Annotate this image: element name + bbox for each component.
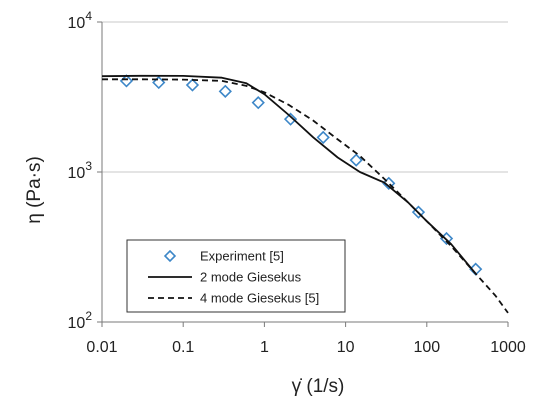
x-axis-title: γ̇ (1/s) xyxy=(292,376,345,397)
data-point xyxy=(283,112,298,126)
data-point xyxy=(382,176,396,190)
series-layer xyxy=(101,74,509,314)
x-tick-label: 0.01 xyxy=(86,339,117,356)
x-tick-label: 100 xyxy=(413,339,440,356)
legend-label: 4 mode Giesekus [5] xyxy=(200,291,319,306)
data-point xyxy=(349,153,363,167)
legend: Experiment [5] 2 mode Giesekus 4 mode Gies… xyxy=(126,239,346,313)
tick-labels: 0.01 0.1 1 10 100 1000 102 103 104 xyxy=(68,9,526,356)
axes xyxy=(97,21,509,327)
y-tick-label: 104 xyxy=(68,9,93,32)
x-tick-label: 1000 xyxy=(490,339,526,356)
legend-label: Experiment [5] xyxy=(200,249,284,264)
legend-box xyxy=(126,239,346,313)
data-point xyxy=(218,84,232,98)
data-point xyxy=(316,130,330,145)
y-tick-label: 102 xyxy=(68,309,93,332)
x-tick-label: 10 xyxy=(337,339,355,356)
legend-label: 2 mode Giesekus xyxy=(200,270,302,285)
data-point xyxy=(251,96,265,110)
data-point xyxy=(185,78,200,92)
x-tick-label: 0.1 xyxy=(172,339,194,356)
legend-marker xyxy=(163,249,177,263)
y-axis-title: η (Pa·s) xyxy=(24,156,45,224)
data-point xyxy=(152,75,166,90)
series-line xyxy=(102,78,509,314)
y-tick-label: 103 xyxy=(68,159,93,182)
x-tick-label: 1 xyxy=(260,339,269,356)
